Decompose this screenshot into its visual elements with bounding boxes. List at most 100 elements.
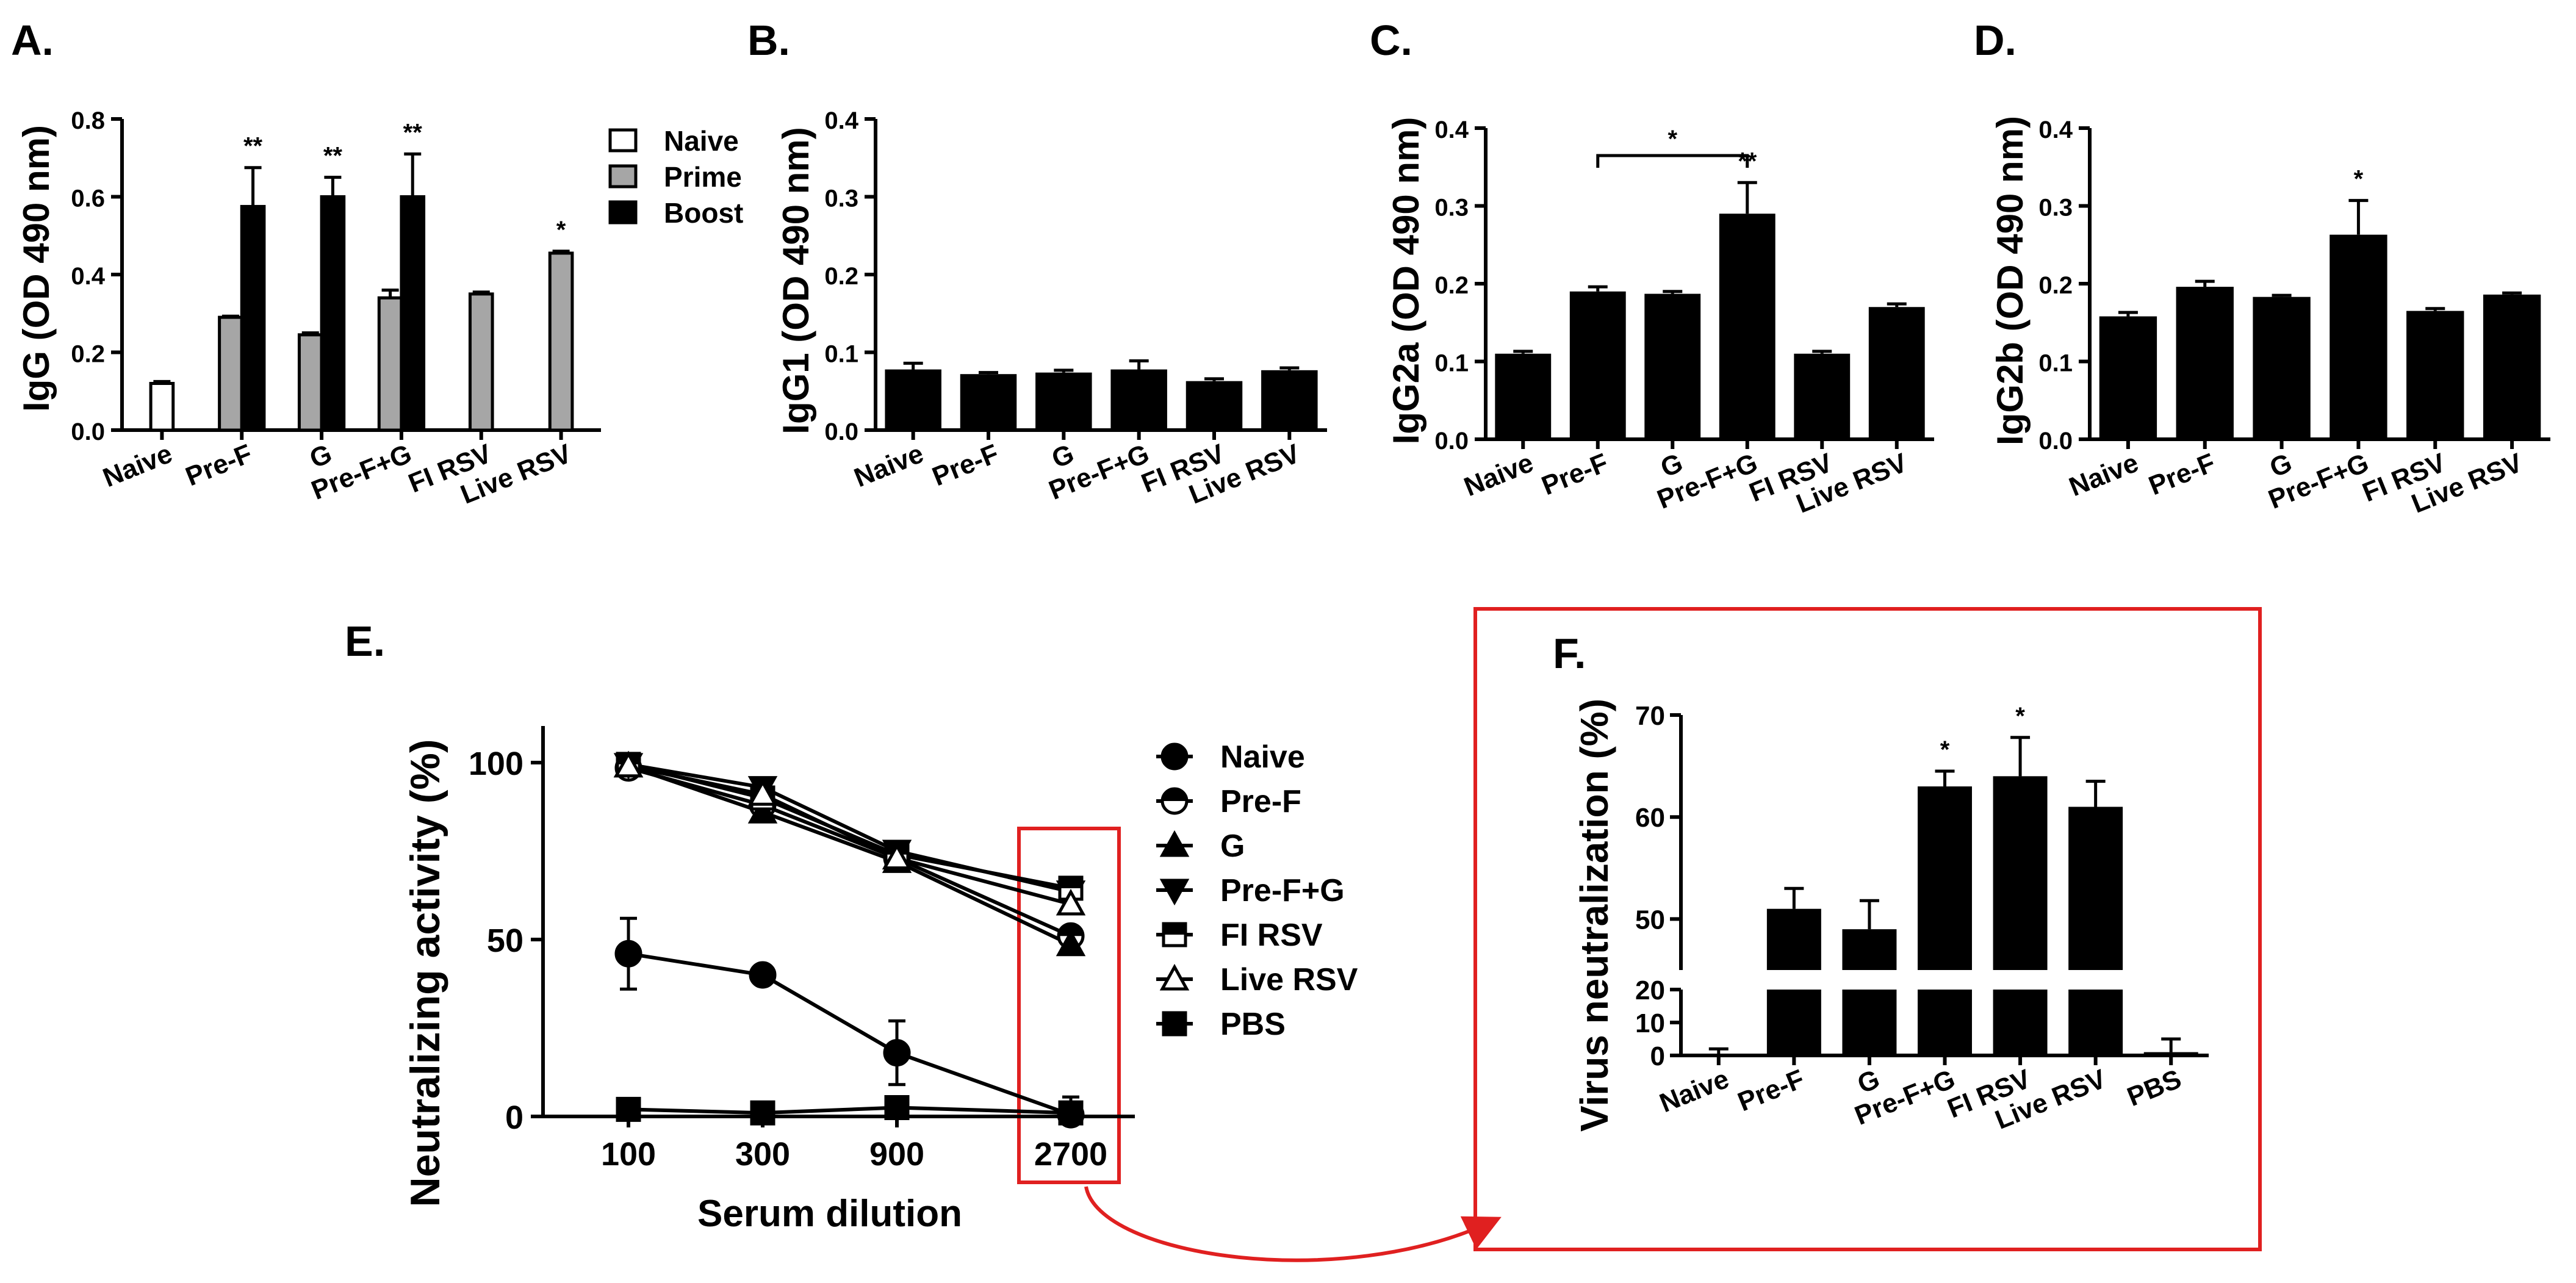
bar-b-live-rsv	[1261, 370, 1318, 430]
line-e-g	[628, 764, 1072, 947]
x-axis-label-e: Serum dilution	[697, 1193, 962, 1235]
panel-label-c: C.	[1370, 16, 1412, 64]
legend-e-label-fi-rsv: FI RSV	[1220, 918, 1323, 953]
bar-c-g	[1644, 293, 1701, 439]
y-tick-label-f: 20	[1635, 976, 1665, 1005]
line-e-live-rsv	[628, 764, 1071, 906]
y-tick-label-a: 0.0	[71, 419, 105, 445]
x-tick-label-e-900: 900	[869, 1136, 924, 1173]
bar-d-live-rsv	[2483, 294, 2541, 439]
y-tick-label-d: 0.4	[2038, 117, 2073, 143]
y-tick-label-e: 50	[487, 922, 523, 959]
panel-label-f: F.	[1553, 630, 1586, 677]
x-tick-label-b-pre-f: Pre-F	[928, 439, 1003, 492]
bar-d-naive	[2099, 316, 2157, 439]
x-tick-label-d-naive: Naive	[2065, 448, 2142, 502]
bar-a-boost-g	[320, 195, 346, 432]
x-tick-label-e-2700: 2700	[1034, 1136, 1107, 1173]
bar-f-fi-rsv	[1993, 776, 2048, 1055]
legend-e-label-pre-f-g: Pre-F+G	[1220, 873, 1345, 908]
y-axis-label-f: Virus neutralization (%)	[1572, 699, 1616, 1132]
line-e-fi-rsv	[628, 762, 1071, 890]
highlight-box-f	[1473, 607, 2262, 1251]
highlight-box-2700	[1017, 827, 1121, 1184]
x-tick-label-f-naive: Naive	[1655, 1064, 1733, 1118]
y-tick-label-a: 0.4	[71, 263, 105, 290]
bar-a-prime-g	[297, 333, 323, 432]
legend-e-marker-pbs	[1162, 1011, 1187, 1037]
y-tick-label-b: 0.1	[824, 341, 858, 368]
legend-e-label-live-rsv: Live RSV	[1220, 962, 1358, 997]
bar-b-pre-f	[960, 374, 1017, 430]
y-axis-label-d: IgG2b (OD 490 nm)	[1990, 116, 2031, 445]
x-tick-label-b-naive: Naive	[850, 439, 927, 493]
panel-label-b: B.	[747, 16, 790, 64]
x-tick-label-c-naive: Naive	[1460, 448, 1538, 502]
significance-f-pre-f-g: *	[1940, 736, 1950, 763]
point-e-live-rsv-2700	[1056, 888, 1086, 916]
legend-e-marker-pre-f-g-shape	[1159, 879, 1190, 906]
line-e-naive	[628, 952, 1072, 1116]
significance-a-pre-f-g: **	[403, 119, 423, 146]
x-tick-label-f-pbs: PBS	[2123, 1064, 2186, 1112]
bar-c-naive	[1495, 353, 1552, 439]
y-tick-label-d: 0.2	[2038, 272, 2073, 299]
legend-e-marker-pbs-shape	[1162, 1011, 1187, 1037]
y-axis-label-e: Neutralizing activity (%)	[402, 739, 448, 1207]
legend-e-marker-pre-f-shape	[1160, 787, 1189, 815]
legend-a-label-prime: Prime	[664, 161, 742, 193]
significance-d-pre-f-g: *	[2354, 166, 2364, 193]
legend-e-marker-g-shape	[1159, 830, 1190, 857]
y-tick-label-e: 100	[469, 746, 523, 782]
y-tick-label-f: 60	[1635, 803, 1665, 833]
line-e-pre-f-g	[628, 762, 1071, 894]
legend-e-label-pbs: PBS	[1220, 1007, 1286, 1042]
bar-d-pre-f-g	[2330, 234, 2387, 439]
line-e-pbs	[628, 1105, 1071, 1115]
legend-a-label-naive: Naive	[664, 125, 739, 157]
panel-label-e: E.	[345, 617, 385, 665]
panel-label-d: D.	[1974, 16, 2017, 64]
point-e-pbs-300	[750, 1100, 775, 1126]
y-tick-label-c: 0.2	[1434, 272, 1469, 299]
legend-a-swatch-naive	[608, 128, 638, 153]
bar-b-naive	[885, 369, 941, 430]
x-tick-label-e-100: 100	[601, 1136, 656, 1173]
legend-e-marker-live-rsv	[1159, 963, 1190, 991]
bar-b-pre-f-g	[1110, 369, 1167, 430]
legend-a-label-boost: Boost	[664, 197, 743, 229]
bar-c-pre-f	[1569, 291, 1626, 439]
y-tick-label-c: 0.0	[1434, 428, 1469, 455]
legend-a-swatch-boost	[608, 200, 638, 225]
significance-a-live-rsv: *	[556, 217, 566, 243]
legend-e-marker-pre-f-g	[1159, 879, 1190, 906]
significance-f-fi-rsv: *	[2015, 703, 2025, 730]
chart-e: 0 50 100 100 300 900 2700	[469, 726, 1135, 1173]
y-tick-label-f: 50	[1635, 905, 1665, 935]
y-tick-label-b: 0.4	[824, 107, 858, 134]
point-e-pbs-2700	[1058, 1100, 1084, 1126]
bar-f-pre-f	[1766, 908, 1821, 1055]
legend-e-marker-g	[1159, 830, 1190, 857]
y-tick-label-b: 0.0	[824, 419, 858, 445]
y-tick-label-f: 10	[1635, 1008, 1665, 1038]
point-e-live-rsv-300	[747, 779, 778, 806]
point-e-pbs-100	[616, 1096, 641, 1122]
bar-f-g	[1842, 929, 1897, 1055]
x-tick-label-e-300: 300	[735, 1136, 790, 1173]
significance-a-pre-f: **	[243, 133, 263, 160]
x-tick-label-a-naive: Naive	[99, 439, 176, 493]
y-tick-label-f: 70	[1635, 701, 1665, 731]
x-tick-label-d-pre-f: Pre-F	[2145, 448, 2220, 501]
legend-e-marker-fi-rsv	[1162, 922, 1187, 947]
y-axis-label-a: IgG (OD 490 nm)	[16, 125, 57, 412]
y-tick-label-c: 0.3	[1434, 195, 1469, 221]
point-e-pbs-900	[884, 1095, 910, 1120]
y-tick-label-d: 0.3	[2038, 195, 2073, 221]
y-tick-label-a: 0.2	[71, 341, 105, 368]
